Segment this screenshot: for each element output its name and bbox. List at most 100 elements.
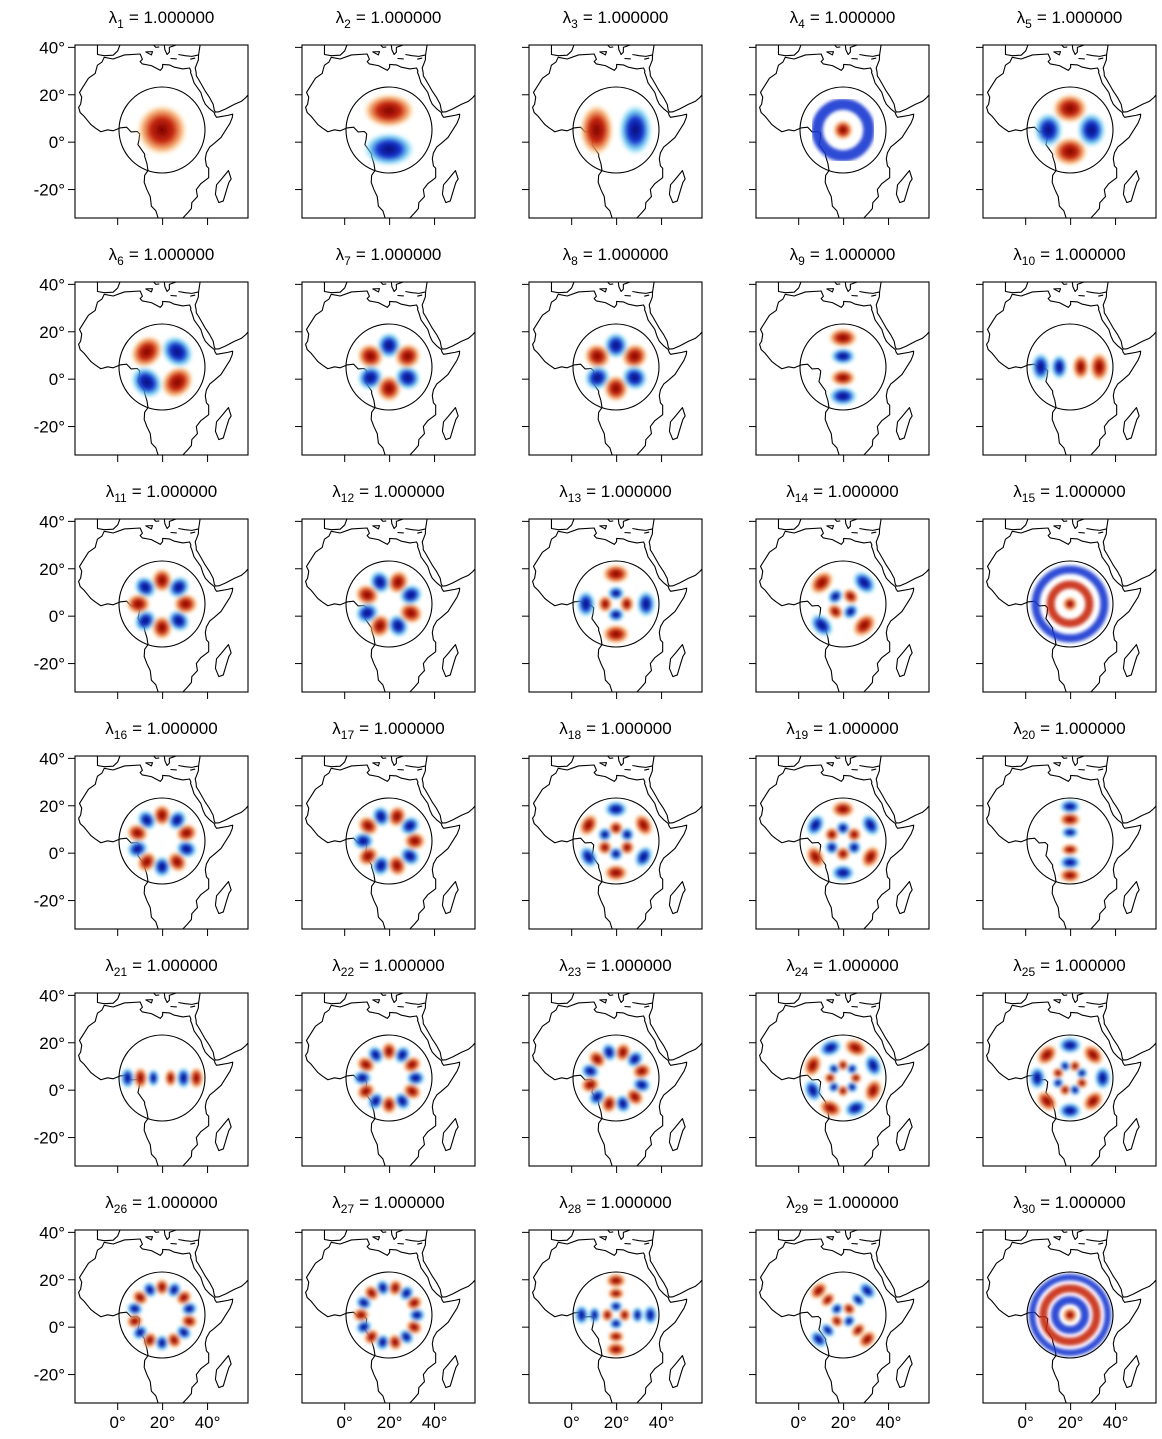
x-tick-label: 0° <box>564 1413 580 1432</box>
title-text: = 1.000000 <box>359 482 445 501</box>
title-subscript: 9 <box>798 254 805 268</box>
panel: λ15= 1.000000 <box>976 482 1158 699</box>
pattern-lobe <box>607 607 625 622</box>
pattern-lobe <box>579 104 614 157</box>
slepian-pattern <box>1036 570 1105 639</box>
title-subscript: 7 <box>344 254 351 268</box>
panel: λ27= 1.0000000°20°40° <box>295 1193 477 1432</box>
title-text: = 1.000000 <box>810 8 896 27</box>
title-text: = 1.000000 <box>356 8 442 27</box>
coastline-map <box>533 1225 705 1407</box>
panel-area <box>79 40 251 222</box>
panel-title: λ5= 1.000000 <box>1017 8 1123 31</box>
title-text: = 1.000000 <box>132 956 218 975</box>
y-tick-label: 0° <box>49 1318 65 1337</box>
y-tick-label: 20° <box>39 1034 65 1053</box>
title-text: = 1.000000 <box>586 719 672 738</box>
panel-title: λ23= 1.000000 <box>559 956 671 979</box>
panel-area <box>306 514 478 696</box>
y-tick-label: 20° <box>39 323 65 342</box>
title-subscript: 2 <box>344 17 351 31</box>
coastline-map <box>533 751 705 933</box>
panel-title: λ13= 1.000000 <box>559 482 671 505</box>
y-tick-label: 0° <box>49 1081 65 1100</box>
panel-title: λ28= 1.000000 <box>559 1193 671 1216</box>
panel: λ23= 1.000000 <box>522 956 704 1173</box>
panel-area <box>533 751 705 933</box>
pattern-core <box>136 104 188 156</box>
panel: λ1= 1.000000-20°0°20°40° <box>34 8 251 225</box>
title-subscript: 13 <box>568 491 582 505</box>
panel-area <box>306 751 478 933</box>
coastline-map <box>760 277 932 459</box>
pattern-lobe <box>363 93 416 128</box>
title-subscript: 23 <box>568 965 582 979</box>
slepian-pattern <box>1029 1037 1112 1120</box>
y-tick-label: -20° <box>34 892 65 911</box>
coastline-map <box>306 514 478 696</box>
pattern-lobe <box>831 864 856 882</box>
pattern-lobe <box>1078 1040 1108 1070</box>
y-tick-label: -20° <box>34 655 65 674</box>
panel: λ28= 1.0000000°20°40° <box>522 1193 704 1432</box>
slepian-pattern <box>352 803 426 879</box>
panel-area <box>987 277 1159 459</box>
slepian-pattern <box>1059 799 1082 883</box>
title-text: = 1.000000 <box>813 719 899 738</box>
pattern-lobe <box>1061 843 1080 856</box>
y-tick-label: 40° <box>39 1223 65 1242</box>
title-text: = 1.000000 <box>813 1193 899 1212</box>
slepian-pattern <box>576 564 656 644</box>
panel: λ6= 1.000000-20°0°20°40° <box>34 245 251 462</box>
x-tick-label: 40° <box>876 1413 902 1432</box>
slepian-pattern <box>828 328 858 406</box>
title-text: = 1.000000 <box>813 956 899 975</box>
title-subscript: 10 <box>1022 254 1036 268</box>
pattern-core <box>1062 1307 1078 1323</box>
panel-area <box>79 277 251 459</box>
region-boundary <box>119 324 205 410</box>
pattern-lobe <box>588 1306 601 1324</box>
panel: λ9= 1.000000 <box>749 245 931 462</box>
title-text: = 1.000000 <box>1040 482 1126 501</box>
coastline-map <box>79 1225 251 1407</box>
y-tick-label: 0° <box>49 133 65 152</box>
slepian-pattern <box>579 332 653 403</box>
y-tick-label: 40° <box>39 38 65 57</box>
panel: λ25= 1.000000 <box>976 956 1158 1173</box>
title-subscript: 17 <box>341 728 355 742</box>
slepian-pattern <box>1034 94 1107 167</box>
panel-area <box>533 277 705 459</box>
y-tick-label: 20° <box>39 86 65 105</box>
panel-title: λ15= 1.000000 <box>1013 482 1125 505</box>
panel-title: λ21= 1.000000 <box>105 956 217 979</box>
title-text: = 1.000000 <box>129 8 215 27</box>
title-text: = 1.000000 <box>586 482 672 501</box>
title-subscript: 4 <box>798 17 805 31</box>
title-subscript: 1 <box>117 17 124 31</box>
y-tick-label: 0° <box>49 844 65 863</box>
title-text: = 1.000000 <box>1040 956 1126 975</box>
panel: λ7= 1.000000 <box>295 245 477 462</box>
pattern-core <box>1062 596 1078 612</box>
slepian-pattern <box>352 1278 425 1353</box>
panel: λ19= 1.000000 <box>749 719 931 936</box>
panel-area <box>760 751 932 933</box>
pattern-lobe <box>602 564 630 584</box>
pattern-lobe <box>1029 1066 1047 1091</box>
pattern-core <box>833 120 854 141</box>
slepian-pattern <box>363 93 416 167</box>
panel-title: λ3= 1.000000 <box>563 8 669 31</box>
x-tick-label: 40° <box>195 1413 221 1432</box>
panel: λ2= 1.000000 <box>295 8 477 225</box>
x-tick-label: 40° <box>1103 1413 1129 1432</box>
y-tick-label: 40° <box>39 512 65 531</box>
panel: λ24= 1.000000 <box>749 956 931 1173</box>
title-subscript: 21 <box>114 965 128 979</box>
slepian-pattern <box>805 566 882 643</box>
panel-title: λ8= 1.000000 <box>563 245 669 268</box>
slepian-pattern <box>123 328 200 405</box>
panel-area <box>533 1225 705 1407</box>
pattern-lobe <box>133 1067 148 1090</box>
panel-area <box>987 1225 1159 1407</box>
